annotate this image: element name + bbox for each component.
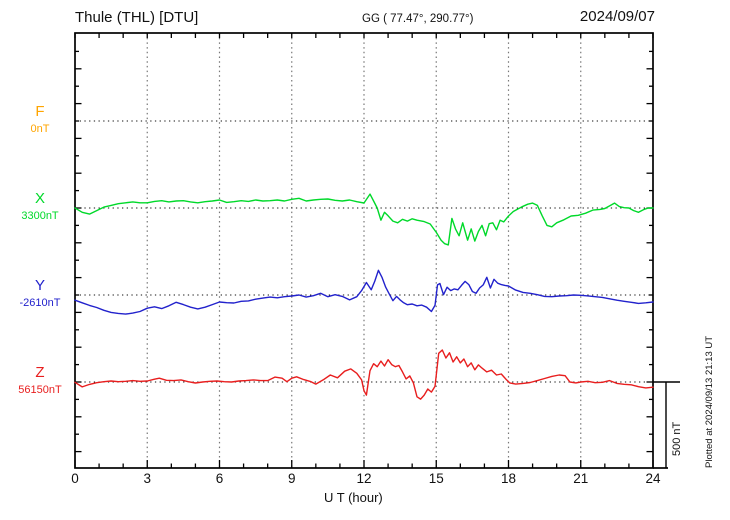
scale-bar-label: 500 nT [671, 421, 683, 456]
x-tick-label-9: 9 [287, 471, 296, 486]
x-axis-title: U T (hour) [324, 490, 383, 505]
channel-letter-f: F [35, 103, 45, 120]
channel-baseline-f: 0nT [30, 123, 50, 135]
x-tick-label-21: 21 [573, 471, 589, 486]
channel-letter-y: Y [34, 277, 45, 294]
channel-label-f: F 0nT [8, 103, 72, 135]
trace-x [74, 193, 654, 246]
x-tick-label-15: 15 [428, 471, 444, 486]
plotted-at-timestamp: Plotted at 2024/09/13 21:13 UT [704, 335, 715, 468]
trace-z [74, 349, 654, 400]
x-tick-label-24: 24 [645, 471, 661, 486]
channel-label-x: X 3300nT [8, 190, 72, 222]
plot-date: 2024/09/07 [579, 8, 655, 25]
x-tick-label-3: 3 [143, 471, 152, 486]
channel-label-z: Z 56150nT [8, 364, 72, 396]
channel-baseline-y: -2610nT [19, 297, 61, 309]
channel-letter-z: Z [35, 364, 45, 381]
channel-baseline-x: 3300nT [21, 210, 59, 222]
geographic-coords: GG ( 77.47°, 290.77°) [362, 13, 474, 25]
channel-label-y: Y -2610nT [8, 277, 72, 309]
x-tick-label-12: 12 [356, 471, 372, 486]
x-tick-label-18: 18 [500, 471, 517, 486]
channel-baseline-z: 56150nT [18, 384, 62, 396]
trace-y [74, 269, 654, 315]
x-tick-label-6: 6 [215, 471, 224, 486]
x-tick-label-0: 0 [71, 471, 79, 486]
channel-letter-x: X [34, 190, 45, 207]
x-axis-tick-labels: 0 3 6 9 12 15 18 21 24 [0, 471, 730, 489]
station-title: Thule (THL) [DTU] [75, 9, 199, 26]
